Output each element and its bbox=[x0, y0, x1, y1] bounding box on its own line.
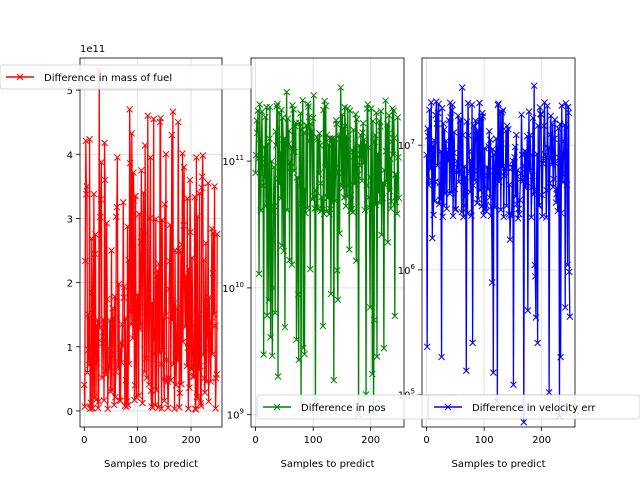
fuel-mass-y-tick-label: 0 bbox=[67, 407, 73, 418]
position-x-axis-label: Samples to predict bbox=[280, 459, 374, 470]
position-x-tick-label: 0 bbox=[252, 435, 258, 446]
velocity-x-tick-label: 200 bbox=[532, 435, 551, 446]
velocity-legend-label: Difference in velocity err bbox=[472, 403, 596, 414]
fuel-mass-offset-text: 1e11 bbox=[80, 44, 105, 55]
position-legend-label: Difference in pos bbox=[301, 403, 386, 414]
fuel-mass-legend: Difference in mass of fuel bbox=[0, 65, 252, 89]
fuel-mass-legend-label: Difference in mass of fuel bbox=[44, 73, 172, 84]
velocity-x-axis-label: Samples to predict bbox=[451, 459, 545, 470]
fuel-mass-x-tick-label: 200 bbox=[181, 435, 200, 446]
velocity-x-tick-label: 100 bbox=[475, 435, 494, 446]
position-x-tick-label: 200 bbox=[361, 435, 380, 446]
fuel-mass-y-tick-label: 1 bbox=[67, 343, 73, 354]
fuel-mass-x-tick-label: 100 bbox=[128, 435, 147, 446]
velocity-legend: Difference in velocity err bbox=[428, 395, 640, 419]
fuel-mass-y-tick-label: 2 bbox=[67, 279, 73, 290]
fuel-mass-y-tick-label: 3 bbox=[67, 214, 73, 225]
fuel-mass-y-tick-label: 4 bbox=[67, 150, 73, 161]
fuel-mass-x-axis-label: Samples to predict bbox=[104, 459, 198, 470]
fuel-mass-x-tick-label: 0 bbox=[81, 435, 87, 446]
position-legend: Difference in pos bbox=[257, 395, 457, 419]
position-x-tick-label: 100 bbox=[304, 435, 323, 446]
velocity-x-tick-label: 0 bbox=[423, 435, 429, 446]
subplot-fuel-mass: 0 100 200012345Samples to predict1e11 bbox=[67, 44, 222, 470]
subplots: 0 100 200012345Samples to predict1e110 100 2… bbox=[0, 44, 640, 470]
